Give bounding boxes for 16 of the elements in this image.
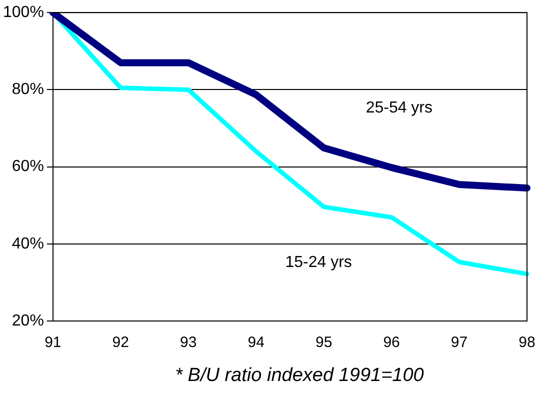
x-tick-label: 92	[112, 334, 129, 352]
x-tick-label: 94	[248, 334, 264, 352]
x-tick-label: 97	[450, 334, 468, 352]
y-tick-label: 20%	[12, 312, 44, 330]
x-tick-label: 93	[180, 334, 197, 352]
x-tick-label: 98	[518, 334, 536, 352]
x-tick-label: 95	[315, 334, 332, 352]
x-tick-label: 91	[44, 334, 62, 352]
x-tick-label: 96	[383, 334, 400, 352]
y-tick-label: 40%	[12, 235, 44, 252]
text: 25-54 yrs	[366, 100, 433, 117]
text: 15-24 yrs	[285, 254, 352, 271]
y-tick-label: 100%	[3, 4, 44, 22]
y-tick-label: 80%	[12, 81, 44, 98]
text: * B/U ratio indexed 1991=100	[174, 365, 425, 387]
y-tick-label: 60%	[12, 158, 44, 176]
